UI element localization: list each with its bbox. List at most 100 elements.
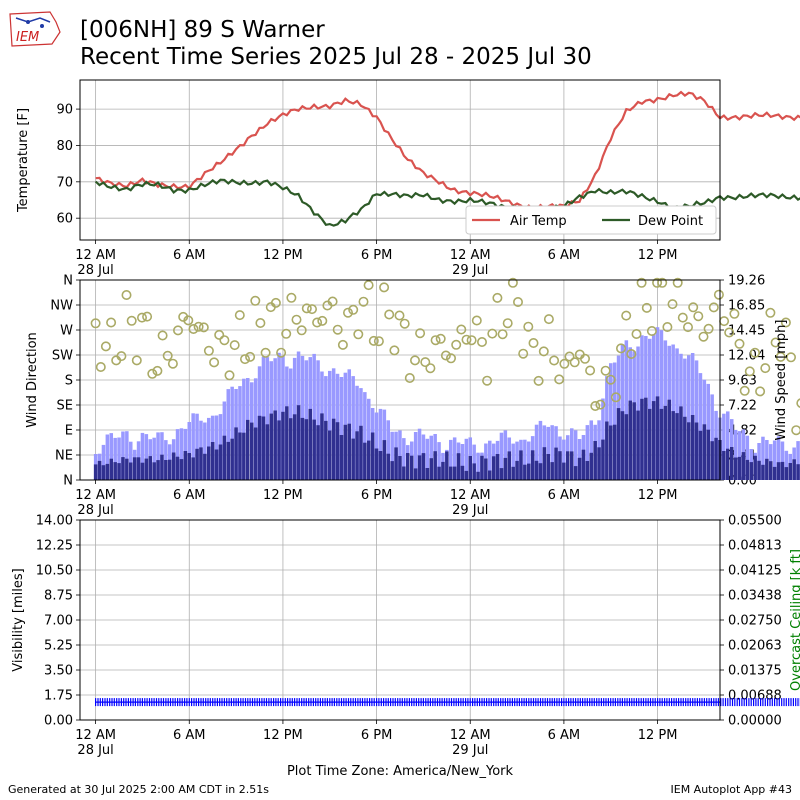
wind-direction-point — [492, 292, 503, 303]
visibility-tick-label: 0.00 — [44, 714, 73, 729]
gust-bar — [203, 422, 207, 480]
wind-speed-bar — [304, 419, 309, 480]
ceiling-tick-label: 0.04813 — [728, 539, 782, 554]
gust-bar — [523, 439, 527, 480]
wind-speed-bar — [765, 458, 769, 480]
gust-bar — [437, 442, 441, 480]
wind-speed-bar — [382, 440, 387, 480]
visibility-tick-label: 8.75 — [44, 589, 73, 604]
wind-speed-bar — [398, 456, 402, 480]
wind-speed-bar — [93, 464, 98, 480]
wind-direction-point — [605, 374, 616, 385]
wind-speed-bar — [538, 463, 543, 480]
wind-speed-bar — [507, 451, 512, 480]
wind-direction-point — [585, 365, 596, 376]
wind-direction-point — [337, 339, 348, 350]
wind-speed-bar — [425, 468, 430, 480]
x-tick-label: 12 AM — [450, 488, 491, 503]
gust-bar — [546, 426, 551, 480]
gust-bar — [726, 411, 730, 480]
wind-direction-point — [595, 399, 606, 410]
wind-speed-bar — [234, 427, 238, 480]
x-tick-label: 6 AM — [173, 248, 206, 263]
wind-direction-point — [621, 310, 632, 321]
wind-direction-point — [636, 277, 647, 288]
wind-speed-bar — [148, 456, 153, 480]
timezone-label: Plot Time Zone: America/New_York — [286, 764, 514, 779]
wind-speed-bar — [269, 413, 274, 480]
wind-speed-bar — [168, 459, 172, 480]
wind-speed-bar — [609, 425, 613, 480]
wind-speed-bar — [273, 410, 277, 480]
gust-bar — [109, 433, 114, 480]
wind-speed-bar — [179, 459, 184, 480]
direction-tick-label: N — [63, 474, 73, 489]
gust-bar — [417, 428, 422, 480]
x-tick-label: 12 PM — [638, 728, 678, 743]
gust-bar — [140, 432, 145, 480]
wind-direction-point — [404, 372, 415, 383]
visibility-tick-label: 10.50 — [36, 564, 73, 579]
wind-speed-bar — [480, 455, 484, 480]
wind-speed-bar — [343, 424, 348, 480]
wind-direction-point — [713, 289, 724, 300]
wind-direction-point — [363, 280, 374, 291]
wind-direction-point — [229, 340, 240, 351]
direction-tick-label: N — [63, 274, 73, 289]
wind-direction-point — [234, 310, 245, 321]
wind-speed-bar — [753, 455, 757, 480]
gust-bar — [464, 438, 469, 480]
legend-box — [465, 205, 717, 235]
wind-direction-point — [682, 322, 693, 333]
wind-direction-point — [528, 337, 539, 348]
wind-speed-bar — [289, 418, 293, 480]
wind-speed-bar — [207, 446, 211, 480]
wind-speed-axis-label: Wind Speed [mph] — [774, 320, 789, 441]
wind-speed-bar — [796, 464, 800, 480]
wind-speed-bar — [722, 451, 726, 480]
gust-bar — [515, 441, 519, 480]
wind-speed-bar — [331, 418, 336, 480]
direction-tick-label: SE — [57, 399, 73, 414]
wind-speed-bar — [308, 408, 313, 480]
wind-speed-bar — [679, 406, 683, 480]
wind-direction-point — [693, 311, 704, 322]
wind-speed-bar — [511, 466, 515, 480]
wind-speed-bar — [370, 432, 375, 480]
x-tick-label: 12 AM — [75, 248, 116, 263]
wind-speed-bar — [261, 416, 266, 480]
y-tick-label: 70 — [56, 175, 73, 190]
wind-direction-point — [157, 330, 168, 341]
wind-direction-point — [245, 351, 256, 362]
wind-direction-point — [502, 318, 513, 329]
wind-speed-bar — [636, 410, 640, 480]
wind-direction-point — [214, 329, 225, 340]
speed-tick-label: 16.85 — [728, 299, 765, 314]
wind-speed-bar — [129, 462, 133, 480]
gust-bar — [374, 412, 379, 480]
x-tick-label: 6 AM — [173, 488, 206, 503]
wind-speed-bar — [456, 453, 461, 480]
wind-speed-bar — [472, 463, 476, 480]
wind-direction-point — [188, 323, 199, 334]
wind-speed-bar — [101, 465, 106, 480]
wind-direction-point — [662, 321, 673, 332]
wind-speed-bar — [491, 456, 496, 480]
wind-speed-bar — [218, 444, 223, 480]
gust-bar — [339, 377, 344, 480]
wind-speed-bar — [620, 411, 625, 480]
wind-speed-bar — [597, 447, 601, 480]
wind-speed-bar — [581, 449, 586, 480]
wind-direction-point — [358, 296, 369, 307]
wind-speed-bar — [140, 462, 145, 480]
wind-speed-bar — [316, 425, 320, 480]
wind-direction-point — [173, 325, 184, 336]
wind-speed-bar — [702, 424, 707, 480]
speed-tick-label: 7.22 — [728, 399, 757, 414]
gust-bar — [226, 389, 231, 480]
wind-speed-bar — [324, 420, 328, 480]
wind-direction-point — [698, 331, 709, 342]
direction-tick-label: SW — [52, 349, 73, 364]
wind-speed-bar — [601, 439, 605, 480]
wind-direction-point — [327, 296, 338, 307]
